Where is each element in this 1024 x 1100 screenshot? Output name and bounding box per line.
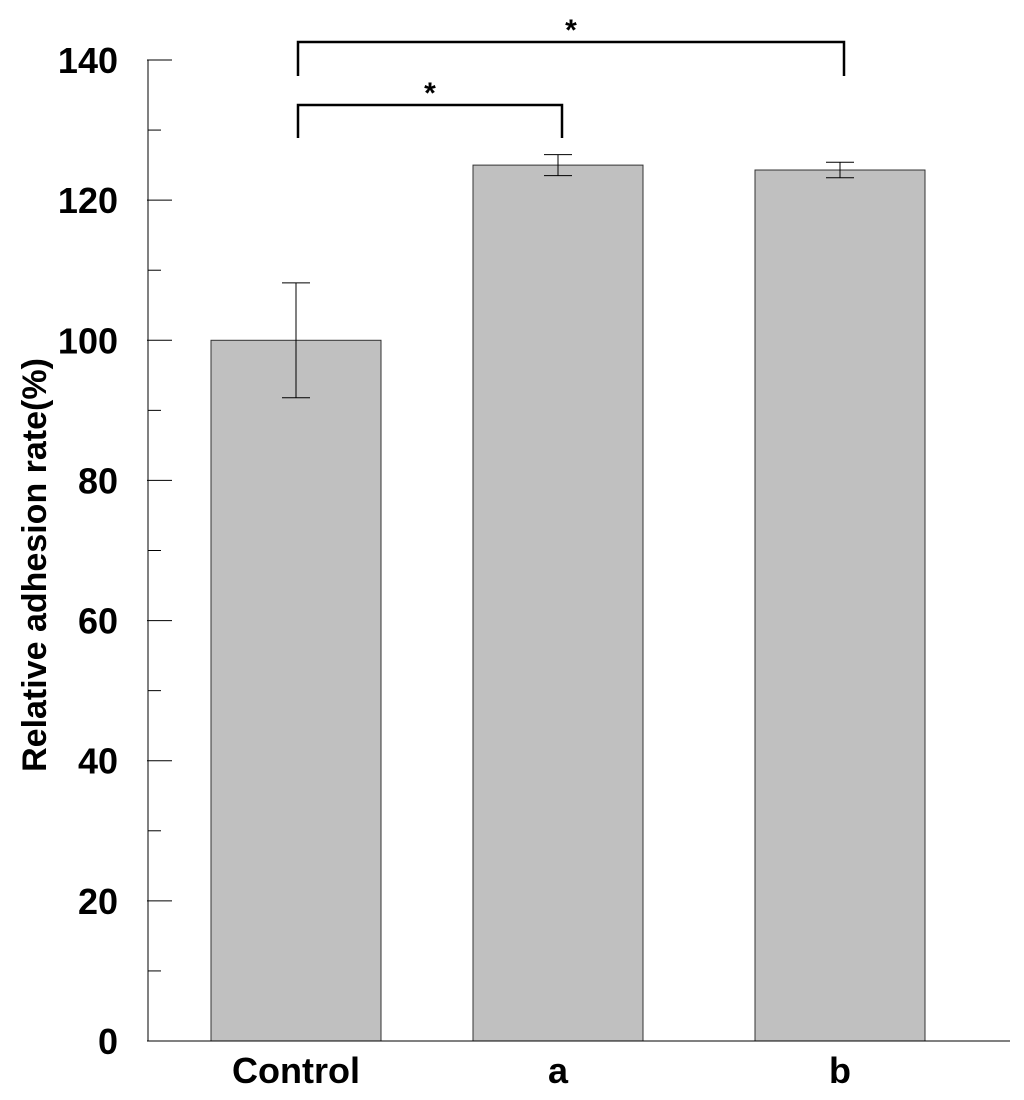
y-tick-label: 140 [58, 40, 118, 81]
error-bars [282, 154, 854, 399]
y-tick-label: 40 [78, 741, 118, 782]
y-tick-label: 120 [58, 180, 118, 221]
significance-star: * [565, 14, 577, 47]
y-tick-label: 20 [78, 881, 118, 922]
y-axis: 0 20 40 60 80 100 120 140 [58, 40, 172, 1062]
x-tick-label: a [548, 1050, 569, 1091]
bar [210, 339, 382, 1042]
y-tick-label: 100 [58, 320, 118, 361]
bar [754, 169, 926, 1042]
y-axis-title: Relative adhesion rate(%) [16, 358, 54, 772]
significance-brackets: ** [296, 14, 846, 138]
x-axis: Control a b [148, 1040, 1010, 1091]
y-tick-label: 60 [78, 601, 118, 642]
bars [210, 164, 926, 1042]
y-tick-label: 80 [78, 460, 118, 501]
x-tick-label: Control [232, 1050, 360, 1091]
bar [472, 164, 644, 1042]
significance-bracket [296, 40, 846, 76]
y-tick-label: 0 [98, 1021, 118, 1062]
significance-bracket [296, 103, 564, 138]
significance-star: * [424, 77, 436, 110]
x-tick-label: b [829, 1050, 851, 1091]
